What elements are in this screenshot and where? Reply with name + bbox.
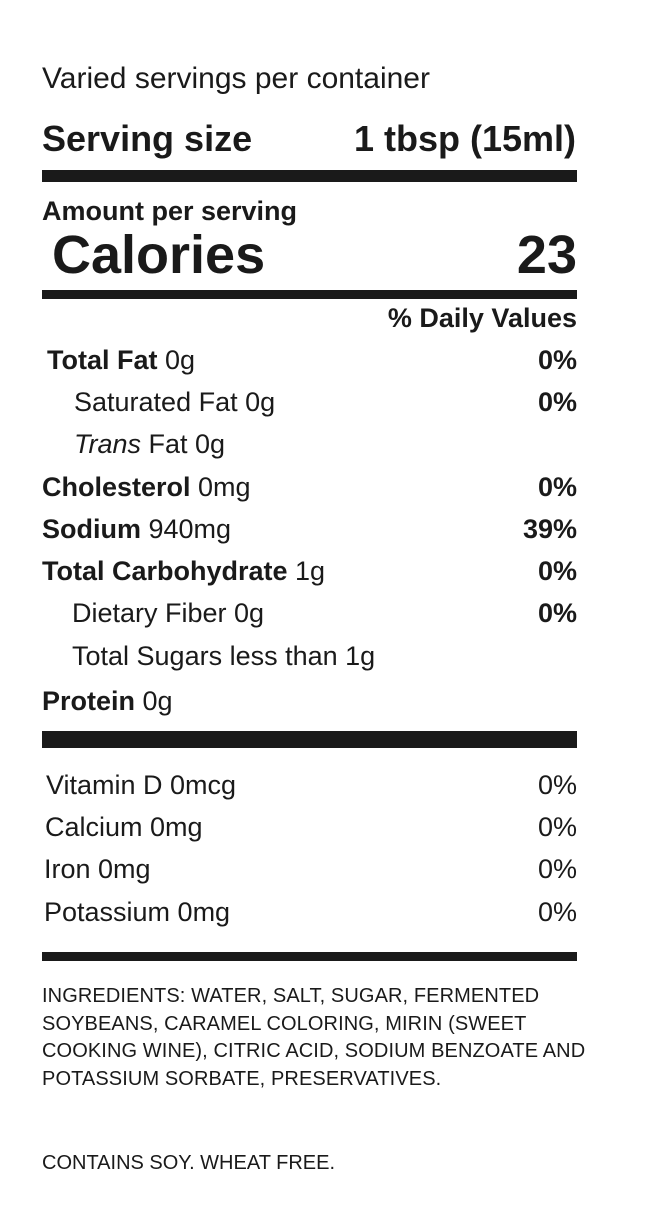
nutrient-name: Dietary Fiber 0g	[72, 598, 265, 628]
vitamin-daily-value: 0%	[537, 854, 577, 884]
nutrient-name: Total Sugars less than 1g	[72, 641, 376, 671]
nutrient-amount: 940mg	[141, 514, 232, 544]
nutrient-daily-value: 0%	[537, 598, 577, 628]
amount-per-serving: Amount per serving	[42, 196, 298, 226]
nutrient-daily-value: 0%	[537, 345, 577, 375]
vitamin-daily-value: 0%	[537, 897, 577, 927]
ingredients-text: INGREDIENTS: WATER, SALT, SUGAR, FERMENT…	[42, 985, 586, 1090]
calories-label: Calories	[52, 225, 266, 285]
vitamin-daily-value: 0%	[537, 770, 577, 800]
vitamin-name: Vitamin D 0mcg	[46, 770, 237, 800]
nutrient-row-saturated-fat: Saturated Fat 0g 0%	[42, 382, 577, 422]
vitamin-row-iron: Iron 0mg 0%	[42, 849, 577, 889]
nutrient-amount: 0g	[135, 686, 173, 716]
nutrient-daily-value: 0%	[537, 387, 577, 417]
nutrient-row-total-fat: Total Fat 0g 0%	[42, 340, 577, 380]
servings-per-container: Varied servings per container	[42, 62, 430, 95]
divider-thick	[42, 731, 577, 748]
nutrient-row-trans-fat: Trans Fat 0g	[42, 424, 577, 464]
vitamin-row-calcium: Calcium 0mg 0%	[42, 807, 577, 847]
nutrient-row-sodium: Sodium 940mg 39%	[42, 509, 577, 549]
calories-value: 23	[516, 225, 577, 285]
nutrient-name: Trans	[74, 429, 142, 459]
nutrient-row-total-carbohydrate: Total Carbohydrate 1g 0%	[42, 551, 577, 591]
vitamin-row-potassium: Potassium 0mg 0%	[42, 892, 577, 932]
divider-medium	[42, 952, 577, 961]
nutrient-row-protein: Protein 0g	[42, 681, 577, 721]
nutrient-name: Total Carbohydrate	[42, 556, 288, 586]
divider-thick	[42, 170, 577, 182]
nutrient-amount: Fat 0g	[141, 429, 226, 459]
allergen-statement: CONTAINS SOY. WHEAT FREE.	[42, 1152, 336, 1174]
nutrient-row-total-sugars: Total Sugars less than 1g	[42, 636, 577, 676]
nutrient-daily-value: 39%	[522, 514, 577, 544]
nutrient-name: Total Fat	[47, 345, 158, 375]
serving-size-value: 1 tbsp (15ml)	[353, 118, 576, 159]
calories-row: Calories 23	[52, 222, 577, 288]
nutrient-amount: 1g	[287, 556, 326, 586]
vitamin-name: Calcium 0mg	[45, 812, 203, 842]
daily-values-header: % Daily Values	[387, 303, 577, 333]
vitamin-row-vitamin-d: Vitamin D 0mcg 0%	[42, 765, 577, 805]
nutrient-name: Saturated Fat 0g	[74, 387, 276, 417]
nutrient-name: Cholesterol	[42, 472, 191, 502]
nutrient-amount: 0mg	[190, 472, 251, 502]
nutrient-daily-value: 0%	[537, 472, 577, 502]
nutrient-row-dietary-fiber: Dietary Fiber 0g 0%	[42, 593, 577, 633]
nutrient-daily-value: 0%	[537, 556, 577, 586]
serving-size-label: Serving size	[42, 118, 253, 159]
serving-size-row: Serving size 1 tbsp (15ml)	[42, 116, 576, 162]
nutrient-row-cholesterol: Cholesterol 0mg 0%	[42, 467, 577, 507]
vitamin-name: Potassium 0mg	[44, 897, 231, 927]
divider-medium	[42, 290, 577, 299]
nutrient-name: Protein	[42, 686, 136, 716]
vitamin-daily-value: 0%	[537, 812, 577, 842]
nutrient-name: Sodium	[42, 514, 141, 544]
vitamin-name: Iron 0mg	[44, 854, 151, 884]
nutrient-amount: 0g	[157, 345, 196, 375]
